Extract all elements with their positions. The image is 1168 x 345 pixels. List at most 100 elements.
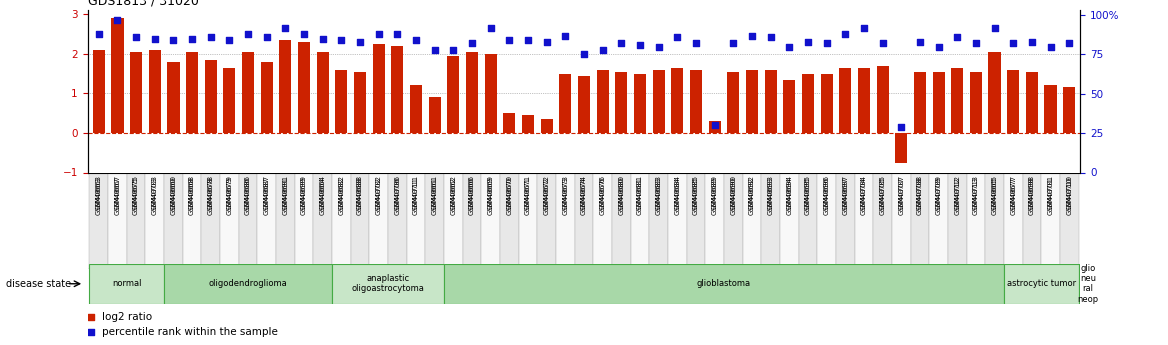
Text: GSM40668: GSM40668 bbox=[189, 177, 195, 216]
Text: GSM40665: GSM40665 bbox=[992, 177, 997, 215]
Point bbox=[257, 34, 276, 40]
Point bbox=[276, 25, 294, 30]
Text: GSM40684: GSM40684 bbox=[674, 175, 680, 209]
Bar bbox=[986, 172, 1003, 269]
Text: GSM40690: GSM40690 bbox=[730, 177, 736, 216]
Bar bbox=[165, 172, 182, 269]
Bar bbox=[799, 172, 818, 269]
Bar bbox=[391, 46, 403, 133]
Text: GSM40660: GSM40660 bbox=[171, 177, 176, 216]
Text: GSM40694: GSM40694 bbox=[786, 177, 792, 215]
Point bbox=[406, 38, 425, 43]
Point bbox=[444, 47, 463, 52]
Bar bbox=[784, 80, 795, 133]
Bar bbox=[373, 44, 384, 133]
Text: GSM40661: GSM40661 bbox=[432, 177, 438, 216]
Text: GSM40697: GSM40697 bbox=[842, 175, 848, 209]
Bar bbox=[559, 73, 571, 133]
Text: GSM40699: GSM40699 bbox=[301, 177, 307, 216]
Bar bbox=[313, 172, 332, 269]
Text: GSM40687: GSM40687 bbox=[264, 177, 270, 216]
Text: GSM40696: GSM40696 bbox=[823, 177, 829, 216]
Bar bbox=[447, 56, 459, 133]
Text: GSM40696: GSM40696 bbox=[823, 175, 829, 209]
Point bbox=[481, 25, 500, 30]
Text: GSM40702: GSM40702 bbox=[376, 175, 382, 209]
Bar bbox=[1041, 172, 1059, 269]
Point bbox=[780, 44, 799, 49]
Text: GSM40709: GSM40709 bbox=[936, 177, 941, 216]
Text: GSM40670: GSM40670 bbox=[507, 177, 513, 216]
Text: GSM40704: GSM40704 bbox=[861, 177, 867, 215]
Text: GSM40695: GSM40695 bbox=[805, 175, 811, 209]
Point bbox=[948, 34, 967, 40]
Text: GSM40681: GSM40681 bbox=[637, 177, 644, 216]
Point bbox=[294, 31, 313, 37]
Text: GSM40692: GSM40692 bbox=[749, 175, 755, 209]
Point bbox=[220, 38, 238, 43]
Point bbox=[285, 234, 304, 239]
Text: GSM40691: GSM40691 bbox=[283, 175, 288, 209]
Text: GSM40695: GSM40695 bbox=[805, 177, 811, 215]
Text: GSM40707: GSM40707 bbox=[898, 175, 904, 209]
Text: GSM40708: GSM40708 bbox=[917, 177, 923, 216]
Bar bbox=[597, 70, 609, 133]
Bar bbox=[186, 52, 199, 133]
Text: GSM40680: GSM40680 bbox=[618, 175, 625, 209]
Text: GSM40666: GSM40666 bbox=[470, 175, 475, 209]
Bar bbox=[728, 72, 739, 133]
Bar bbox=[429, 97, 440, 133]
Text: GSM40694: GSM40694 bbox=[786, 175, 792, 209]
Point bbox=[127, 34, 146, 40]
Text: GSM40663: GSM40663 bbox=[96, 177, 102, 216]
Bar bbox=[687, 172, 705, 269]
Text: GSM40686: GSM40686 bbox=[245, 175, 251, 209]
Point bbox=[874, 41, 892, 46]
Text: GSM40667: GSM40667 bbox=[114, 175, 120, 209]
Point bbox=[930, 44, 948, 49]
Bar bbox=[335, 70, 347, 133]
Text: GSM40682: GSM40682 bbox=[339, 177, 345, 215]
Text: GSM40713: GSM40713 bbox=[973, 175, 979, 209]
Bar bbox=[223, 68, 236, 133]
Bar bbox=[1063, 88, 1076, 133]
Text: GSM40685: GSM40685 bbox=[693, 175, 698, 209]
Text: astrocytic tumor: astrocytic tumor bbox=[1007, 279, 1076, 288]
Text: GSM40712: GSM40712 bbox=[954, 177, 960, 215]
Point bbox=[593, 47, 612, 52]
Text: disease state: disease state bbox=[6, 279, 71, 289]
Text: GSM40706: GSM40706 bbox=[395, 175, 401, 209]
Text: GSM40712: GSM40712 bbox=[954, 175, 960, 209]
Bar bbox=[485, 54, 496, 133]
Text: GSM40671: GSM40671 bbox=[524, 177, 531, 216]
Bar bbox=[578, 76, 590, 133]
Text: glio
neu
ral
neop: glio neu ral neop bbox=[1077, 264, 1098, 304]
Text: GSM40672: GSM40672 bbox=[543, 177, 550, 215]
Point bbox=[537, 39, 556, 45]
Point bbox=[313, 36, 332, 41]
Text: GSM40685: GSM40685 bbox=[693, 177, 698, 215]
Text: GSM40678: GSM40678 bbox=[208, 175, 214, 209]
Text: GDS1813 / 31020: GDS1813 / 31020 bbox=[88, 0, 199, 8]
Bar bbox=[537, 172, 556, 269]
Text: GSM40706: GSM40706 bbox=[395, 177, 401, 216]
Bar bbox=[556, 172, 575, 269]
Text: GSM40711: GSM40711 bbox=[413, 175, 419, 209]
Point bbox=[519, 38, 537, 43]
Text: GSM40670: GSM40670 bbox=[507, 175, 513, 209]
Text: GSM40693: GSM40693 bbox=[767, 175, 773, 209]
Point bbox=[388, 31, 406, 37]
Bar bbox=[111, 18, 124, 133]
Text: GSM40699: GSM40699 bbox=[301, 175, 307, 209]
Text: GSM40669: GSM40669 bbox=[488, 177, 494, 216]
Point bbox=[285, 96, 304, 101]
Text: GSM40683: GSM40683 bbox=[655, 175, 661, 209]
Bar bbox=[503, 113, 515, 133]
Text: GSM40686: GSM40686 bbox=[245, 177, 251, 216]
Text: GSM40684: GSM40684 bbox=[674, 177, 680, 215]
Text: GSM40698: GSM40698 bbox=[1029, 175, 1035, 209]
Point bbox=[631, 42, 649, 48]
Text: GSM40681: GSM40681 bbox=[637, 175, 644, 209]
Text: GSM40688: GSM40688 bbox=[357, 177, 363, 216]
Text: GSM40705: GSM40705 bbox=[880, 177, 885, 215]
